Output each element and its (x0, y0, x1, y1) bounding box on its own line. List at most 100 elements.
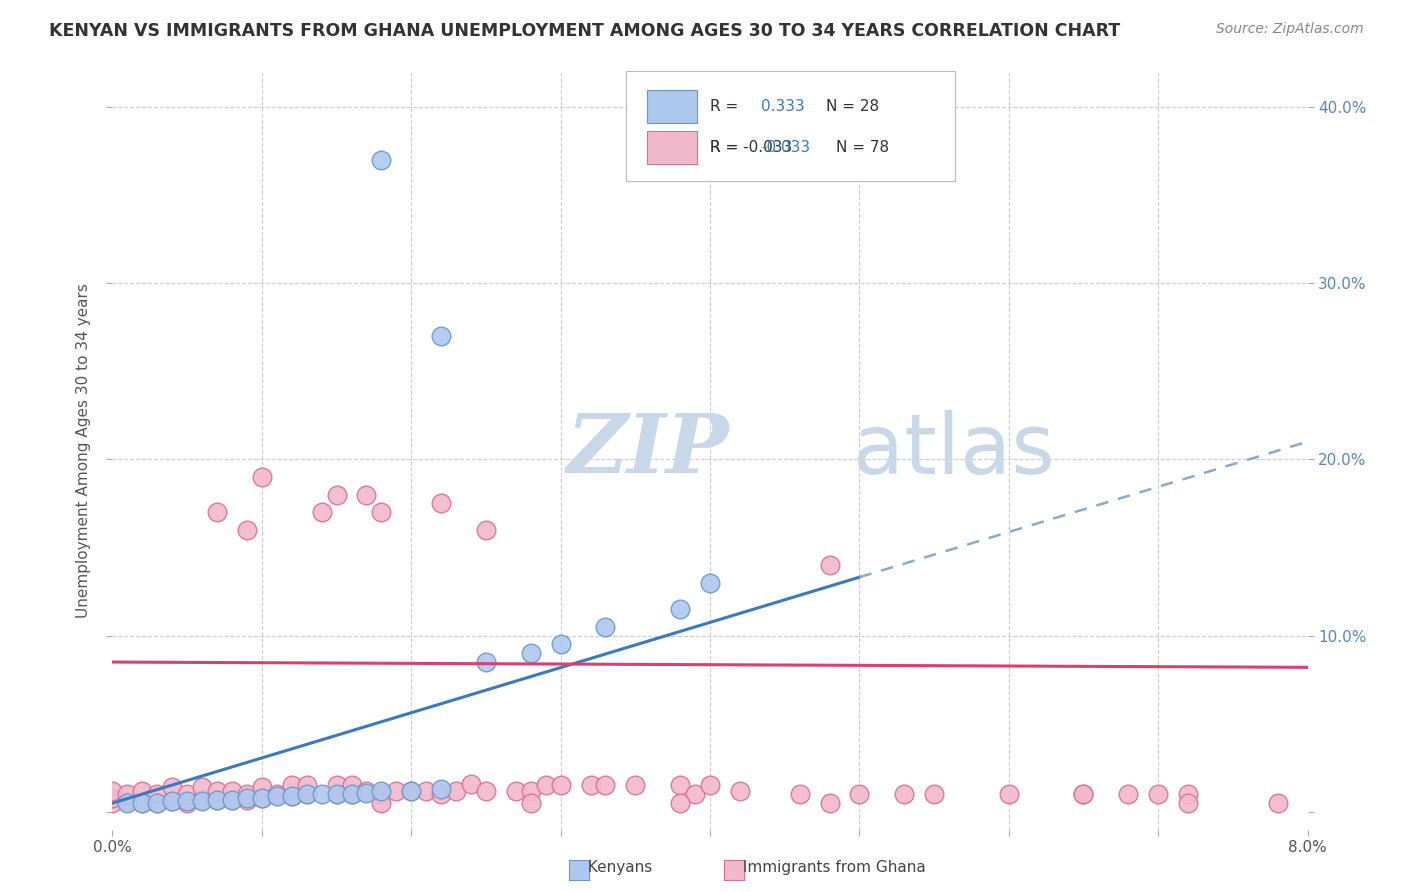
Point (191, 794, 214, 808)
Point (250, 780, 273, 795)
Point (101, 784, 124, 798)
Point (401, 784, 423, 798)
Point (534, 779, 557, 793)
Point (325, 779, 347, 793)
Text: R = -0.033: R = -0.033 (710, 140, 792, 154)
Point (325, 487, 347, 501)
Point (236, 792, 259, 806)
Point (340, 787, 363, 801)
Point (131, 784, 153, 798)
Point (325, 787, 347, 801)
Point (699, 575, 721, 590)
FancyBboxPatch shape (647, 90, 697, 123)
Point (162, 794, 183, 808)
Point (356, 785, 378, 799)
Point (221, 792, 243, 806)
Point (475, 784, 498, 798)
Point (131, 796, 153, 810)
Point (818, 558, 841, 572)
Point (475, 655, 498, 669)
Point (998, 787, 1021, 801)
Point (848, 787, 870, 801)
Point (205, 784, 228, 798)
Point (295, 779, 318, 793)
Text: N = 78: N = 78 (835, 140, 889, 154)
Point (430, 782, 453, 797)
Point (236, 790, 259, 805)
Point (162, 780, 183, 795)
Point (1118, 787, 1140, 801)
Point (101, 796, 124, 810)
Point (131, 796, 153, 810)
Point (295, 787, 318, 801)
Point (281, 789, 304, 803)
Point (370, 153, 392, 167)
Point (1073, 787, 1095, 801)
Point (176, 794, 198, 808)
Point (370, 787, 392, 801)
Point (370, 505, 392, 519)
Point (146, 796, 169, 810)
Point (117, 794, 139, 808)
Point (520, 646, 543, 660)
Point (205, 792, 228, 806)
Point (818, 796, 841, 810)
Point (520, 784, 543, 798)
Point (176, 787, 198, 801)
Point (370, 784, 392, 798)
Y-axis label: Unemployment Among Ages 30 to 34 years: Unemployment Among Ages 30 to 34 years (76, 283, 91, 618)
Point (385, 784, 408, 798)
Text: N = 28: N = 28 (825, 99, 879, 114)
Point (1177, 796, 1199, 810)
Point (221, 792, 243, 806)
Text: KENYAN VS IMMIGRANTS FROM GHANA UNEMPLOYMENT AMONG AGES 30 TO 34 YEARS CORRELATI: KENYAN VS IMMIGRANTS FROM GHANA UNEMPLOY… (49, 22, 1121, 40)
Point (550, 637, 572, 651)
Point (266, 789, 288, 803)
Point (117, 796, 139, 810)
Point (146, 796, 169, 810)
Point (356, 487, 378, 501)
FancyBboxPatch shape (627, 71, 955, 181)
Point (205, 505, 228, 519)
Text: ZIP: ZIP (567, 410, 730, 491)
Point (340, 787, 363, 801)
Point (595, 620, 617, 634)
Text: Source: ZipAtlas.com: Source: ZipAtlas.com (1216, 22, 1364, 37)
Point (205, 792, 228, 806)
Text: 0.333: 0.333 (762, 99, 806, 114)
Point (922, 787, 945, 801)
Point (460, 777, 482, 791)
Point (117, 787, 139, 801)
Point (162, 794, 183, 808)
Point (191, 792, 214, 806)
Point (176, 796, 198, 810)
Point (101, 790, 124, 805)
Point (415, 784, 437, 798)
Point (624, 779, 647, 793)
Point (475, 523, 498, 537)
Point (281, 789, 304, 803)
Point (281, 779, 304, 793)
Point (325, 787, 347, 801)
Point (340, 779, 363, 793)
Text: atlas: atlas (853, 410, 1054, 491)
Text: Kenyans: Kenyans (583, 861, 652, 875)
Point (311, 787, 333, 801)
Point (789, 787, 811, 801)
Point (401, 784, 423, 798)
Point (1073, 787, 1095, 801)
Point (669, 779, 692, 793)
Point (191, 780, 214, 795)
Point (520, 796, 543, 810)
Point (146, 787, 169, 801)
Point (683, 787, 706, 801)
Point (699, 779, 721, 793)
Point (250, 790, 273, 805)
Text: R =: R = (710, 99, 744, 114)
Point (1177, 787, 1199, 801)
Point (311, 505, 333, 519)
Point (430, 329, 453, 343)
Point (728, 784, 751, 798)
Point (444, 784, 467, 798)
Text: Immigrants from Ghana: Immigrants from Ghana (738, 861, 927, 875)
